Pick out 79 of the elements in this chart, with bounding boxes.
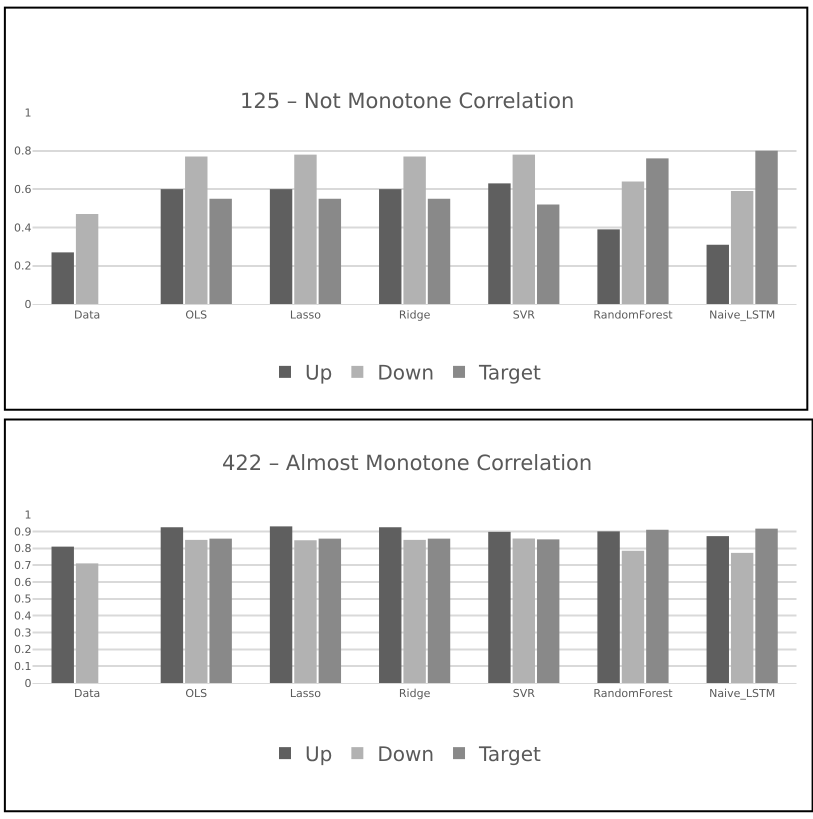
bar bbox=[488, 183, 511, 304]
bar bbox=[52, 546, 74, 684]
legend-label: Target bbox=[478, 360, 542, 385]
y-tick-label: 0.2 bbox=[14, 643, 32, 656]
x-tick-label: OLS bbox=[185, 308, 208, 322]
y-tick-label: 1 bbox=[24, 508, 32, 522]
bar bbox=[536, 539, 560, 684]
bar bbox=[755, 528, 778, 684]
legend-label: Target bbox=[478, 742, 542, 766]
y-tick-label: 0.1 bbox=[14, 660, 32, 674]
legend-label: Down bbox=[377, 742, 434, 766]
bar bbox=[597, 531, 620, 684]
x-tick-label: SVR bbox=[512, 308, 536, 322]
bar bbox=[379, 189, 402, 304]
x-tick-label: Lasso bbox=[290, 308, 322, 322]
x-tick-label: Ridge bbox=[398, 687, 431, 700]
bar bbox=[536, 204, 560, 304]
bar bbox=[270, 526, 292, 684]
bar bbox=[209, 198, 232, 304]
y-tick-label: 0.4 bbox=[14, 610, 32, 623]
y-tick-label: 1 bbox=[24, 106, 32, 120]
bar bbox=[76, 214, 98, 304]
x-tick-label: OLS bbox=[185, 687, 208, 700]
bar bbox=[379, 527, 402, 684]
bar bbox=[622, 550, 644, 684]
bar bbox=[209, 538, 232, 684]
bar bbox=[755, 150, 778, 304]
x-tick-label: Lasso bbox=[290, 687, 322, 700]
bar bbox=[403, 156, 426, 304]
y-tick-label: 0.9 bbox=[14, 525, 32, 538]
bar bbox=[428, 198, 450, 304]
bar bbox=[512, 538, 536, 684]
bar bbox=[294, 540, 317, 684]
bar bbox=[428, 538, 450, 684]
bar bbox=[706, 536, 729, 684]
bar bbox=[160, 189, 184, 304]
y-tick-label: 0.6 bbox=[14, 576, 32, 589]
bar bbox=[185, 540, 208, 684]
bar bbox=[318, 538, 342, 684]
legend-label: Down bbox=[377, 360, 434, 385]
bar bbox=[488, 532, 511, 684]
bar bbox=[76, 563, 98, 684]
bar bbox=[622, 181, 644, 304]
legend-label: Up bbox=[305, 742, 332, 766]
y-tick-label: 0.7 bbox=[14, 558, 32, 572]
bar bbox=[597, 229, 620, 304]
y-tick-label: 0.8 bbox=[14, 144, 32, 158]
bar bbox=[52, 252, 74, 304]
y-tick-label: 0.6 bbox=[14, 182, 32, 196]
bar bbox=[185, 156, 208, 304]
x-tick-label: SVR bbox=[512, 687, 536, 700]
y-tick-label: 0.4 bbox=[14, 221, 32, 234]
legend-label: Up bbox=[305, 360, 332, 385]
y-tick-label: 0.8 bbox=[14, 542, 32, 556]
chart-title: 422 – Almost Monotone Correlation bbox=[222, 451, 592, 475]
bar bbox=[706, 244, 729, 304]
bar bbox=[646, 158, 669, 304]
y-tick-label: 0.5 bbox=[14, 592, 32, 606]
y-tick-label: 0.2 bbox=[14, 260, 32, 273]
bar bbox=[512, 154, 536, 304]
bar bbox=[318, 198, 342, 304]
x-tick-label: Data bbox=[74, 308, 100, 322]
bar bbox=[403, 540, 426, 684]
x-tick-label: Ridge bbox=[398, 308, 431, 322]
chart-title: 125 – Not Monotone Correlation bbox=[240, 89, 574, 113]
x-tick-label: Naive_LSTM bbox=[709, 687, 776, 700]
y-tick-label: 0.3 bbox=[14, 626, 32, 640]
x-tick-label: Data bbox=[74, 687, 100, 700]
y-tick-label: 0 bbox=[24, 676, 32, 690]
bar bbox=[730, 191, 754, 304]
bar bbox=[270, 189, 292, 304]
x-tick-label: RandomForest bbox=[593, 308, 674, 322]
bar bbox=[730, 552, 754, 684]
bar bbox=[160, 527, 184, 684]
bar bbox=[294, 154, 317, 304]
x-tick-label: Naive_LSTM bbox=[709, 308, 776, 322]
bar bbox=[646, 530, 669, 684]
x-tick-label: RandomForest bbox=[593, 687, 674, 700]
y-tick-label: 0 bbox=[24, 298, 32, 312]
